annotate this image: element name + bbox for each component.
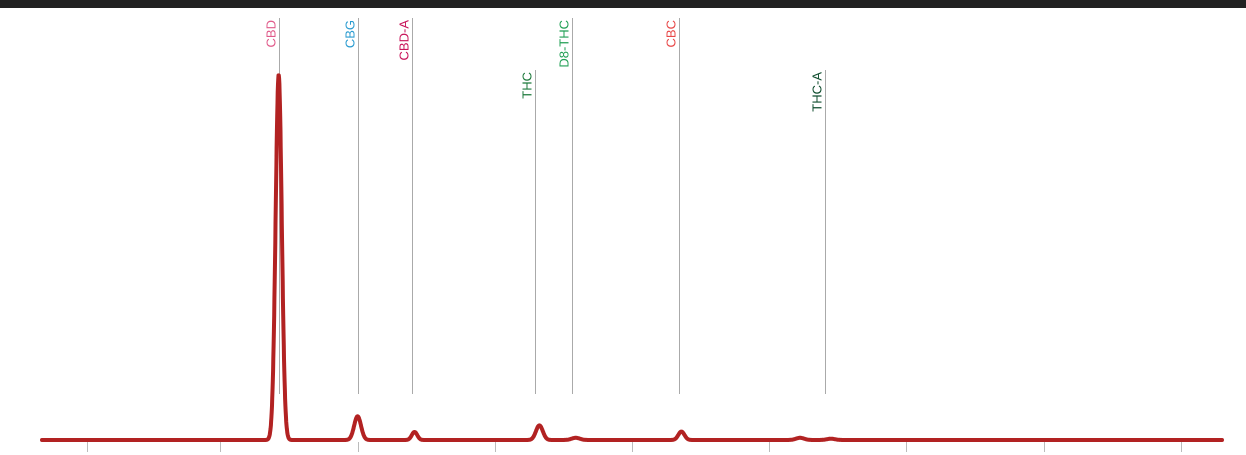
marker-label-cbd: CBD — [264, 20, 279, 47]
marker-label-thc: THC — [520, 72, 535, 99]
marker-label-cbg: CBG — [343, 20, 358, 48]
series-layer — [40, 73, 1224, 442]
marker-layer: CBD CBG CBD-A THC D8-THC CBC THC-A — [264, 18, 826, 394]
marker-label-cbd-a: CBD-A — [397, 20, 412, 61]
chromatogram-trace-0 — [40, 73, 1224, 442]
marker-label-thc-a: THC-A — [810, 72, 825, 112]
marker-label-d8-thc: D8-THC — [557, 20, 572, 68]
top-bar — [0, 0, 1246, 8]
marker-label-cbc: CBC — [664, 20, 679, 47]
x-axis — [87, 442, 1182, 452]
